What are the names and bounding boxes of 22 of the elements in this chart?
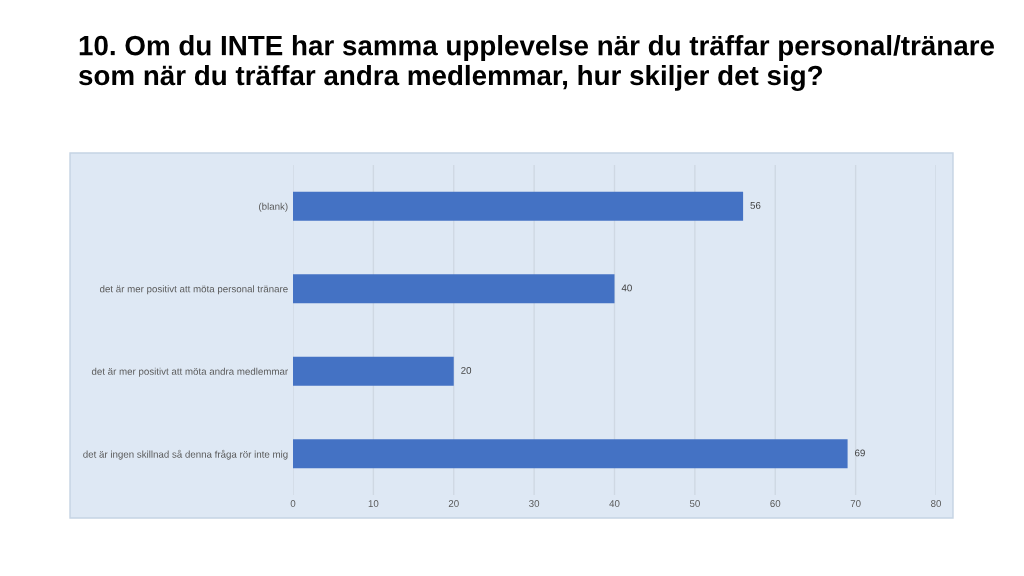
data-label: 20 bbox=[461, 366, 472, 374]
y-tick-label: (blank) bbox=[259, 202, 288, 212]
x-tick-label: 40 bbox=[609, 500, 620, 507]
x-tick-label: 20 bbox=[448, 500, 459, 507]
data-label: 69 bbox=[855, 449, 865, 457]
x-tick-label: 10 bbox=[368, 500, 379, 507]
y-tick-label: det är mer positivt att möta personal tränare bbox=[99, 285, 288, 295]
x-tick-label: 70 bbox=[850, 500, 861, 507]
bar bbox=[293, 356, 454, 386]
x-tick-label: 30 bbox=[529, 500, 540, 507]
data-label: 40 bbox=[621, 284, 632, 292]
bar bbox=[293, 274, 615, 304]
bar bbox=[293, 439, 848, 469]
x-tick-label: 80 bbox=[931, 500, 942, 507]
x-tick-label: 60 bbox=[770, 500, 781, 507]
y-tick-label: det är ingen skillnad så denna fråga rör inte mig bbox=[83, 449, 288, 460]
x-tick-label: 50 bbox=[689, 500, 700, 507]
bar bbox=[293, 191, 744, 221]
data-label: 56 bbox=[750, 201, 761, 209]
chart-title: 10. Om du INTE har samma upplevelse när du träffar personal/tränare som när du träffar andra medlemmar, hur skiljer det sig? bbox=[78, 35, 995, 91]
y-tick-label: det är mer positivt att möta andra medlemmar bbox=[91, 367, 288, 377]
x-tick-label: 0 bbox=[290, 500, 296, 507]
